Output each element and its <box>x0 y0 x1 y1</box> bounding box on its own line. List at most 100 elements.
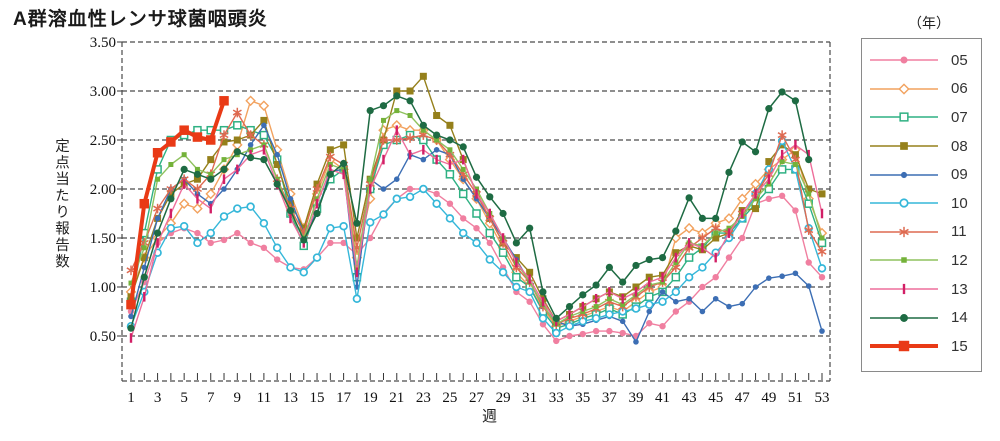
marker-12 <box>460 166 466 172</box>
marker-14 <box>738 138 746 146</box>
legend-item-11: 11 <box>862 218 981 247</box>
marker-10 <box>605 310 614 319</box>
marker-05 <box>460 215 467 222</box>
marker-10 <box>432 199 441 208</box>
marker-14 <box>526 224 534 232</box>
marker-10 <box>405 192 415 202</box>
marker-14 <box>246 154 255 162</box>
marker-14 <box>645 255 653 264</box>
marker-10 <box>551 328 561 338</box>
marker-14 <box>340 159 348 168</box>
marker-05 <box>207 239 214 247</box>
marker-05 <box>792 207 799 214</box>
marker-12 <box>314 196 320 202</box>
marker-10 <box>565 321 574 331</box>
series-line-14 <box>130 91 810 329</box>
marker-10 <box>698 263 707 272</box>
marker-05 <box>553 337 560 345</box>
marker-08 <box>526 268 534 276</box>
marker-08 <box>260 116 268 124</box>
marker-05 <box>805 259 812 266</box>
x-tick-label: 27 <box>469 390 485 406</box>
marker-14 <box>499 209 507 218</box>
marker-09 <box>726 303 732 310</box>
marker-09 <box>686 295 692 302</box>
marker-10 <box>233 204 242 213</box>
marker-15 <box>139 198 150 209</box>
marker-11 <box>671 264 681 271</box>
legend-label-08: 08 <box>951 137 968 155</box>
legend-swatch-10 <box>870 198 938 208</box>
marker-14 <box>446 136 454 144</box>
marker-14 <box>140 273 148 281</box>
marker-05 <box>366 234 374 242</box>
marker-08 <box>313 180 321 188</box>
marker-11 <box>899 228 909 236</box>
marker-11 <box>790 156 800 163</box>
marker-08 <box>818 190 826 198</box>
legend-swatch-05 <box>870 56 938 64</box>
x-tick-label: 9 <box>234 390 242 406</box>
marker-14 <box>220 165 228 173</box>
marker-14 <box>632 261 640 270</box>
marker-12 <box>474 186 479 192</box>
marker-08 <box>446 121 454 129</box>
marker-14 <box>406 97 414 105</box>
marker-08 <box>353 234 361 242</box>
marker-09 <box>393 176 400 182</box>
marker-11 <box>498 239 508 246</box>
marker-12 <box>606 296 612 302</box>
legend-label-06: 06 <box>951 80 968 98</box>
marker-05 <box>260 244 268 251</box>
marker-07 <box>671 272 681 282</box>
marker-11 <box>711 225 721 232</box>
marker-14 <box>900 313 908 322</box>
legend-item-12: 12 <box>862 246 981 275</box>
marker-15 <box>126 299 136 310</box>
y-tick-label: 1.00 <box>90 280 116 296</box>
marker-14 <box>207 175 215 183</box>
x-tick-label: 3 <box>154 390 162 406</box>
legend-item-13: 13 <box>862 275 981 304</box>
marker-05 <box>539 321 547 328</box>
marker-07 <box>458 189 468 199</box>
marker-09 <box>805 283 812 289</box>
x-tick-label: 13 <box>283 390 298 406</box>
marker-14 <box>791 97 800 105</box>
marker-11 <box>312 185 322 193</box>
marker-09 <box>712 295 719 302</box>
marker-14 <box>712 214 720 222</box>
marker-10 <box>299 268 309 277</box>
marker-09 <box>900 171 908 178</box>
marker-15 <box>179 125 189 135</box>
marker-08 <box>752 205 760 213</box>
marker-07 <box>498 248 508 257</box>
marker-11 <box>804 227 814 234</box>
marker-06 <box>683 222 695 234</box>
marker-10 <box>312 253 322 262</box>
marker-15 <box>152 147 163 158</box>
marker-10 <box>339 221 348 231</box>
marker-11 <box>378 136 389 144</box>
y-tick-label: 3.00 <box>90 84 116 100</box>
marker-10 <box>538 314 548 323</box>
marker-05 <box>659 323 666 330</box>
marker-05 <box>327 239 334 247</box>
marker-10 <box>899 198 909 208</box>
marker-10 <box>498 268 508 277</box>
marker-07 <box>777 165 787 174</box>
legend-swatch-13 <box>870 283 938 295</box>
x-tick-label: 47 <box>735 390 751 406</box>
legend-swatch-09 <box>870 171 938 178</box>
marker-10 <box>485 255 495 264</box>
legend-label-09: 09 <box>951 166 968 184</box>
marker-05 <box>579 330 587 338</box>
marker-15 <box>219 96 229 106</box>
marker-15 <box>166 137 176 147</box>
legend-swatch-12 <box>870 257 938 264</box>
marker-14 <box>579 291 587 299</box>
marker-09 <box>659 289 666 295</box>
legend-label-07: 07 <box>951 108 968 126</box>
marker-08 <box>406 87 414 95</box>
